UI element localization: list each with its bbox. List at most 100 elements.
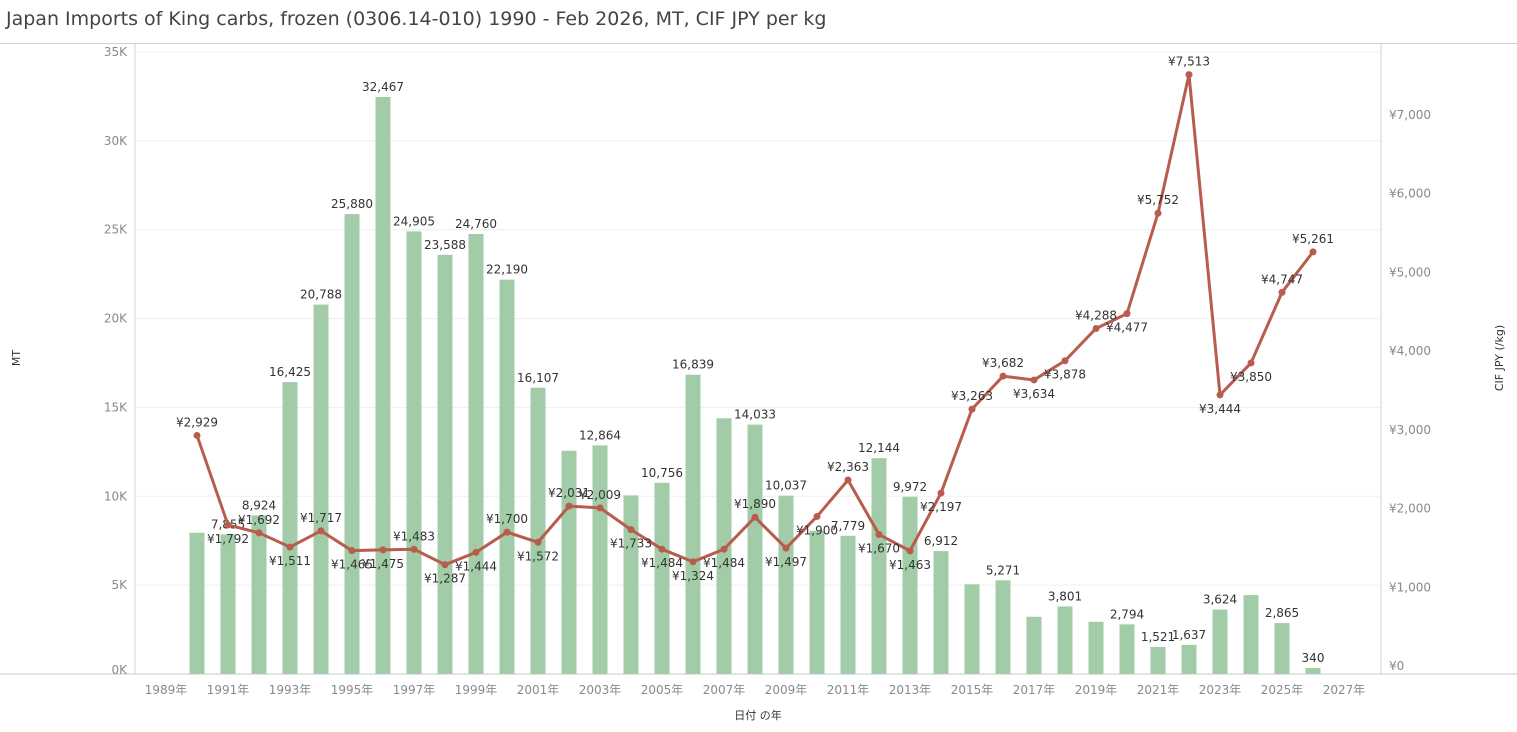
price-value-label: ¥4,477 <box>1106 321 1148 335</box>
price-value-label: ¥1,733 <box>610 537 652 551</box>
price-point-1998 <box>441 561 449 569</box>
bar-value-label: 16,107 <box>517 371 559 385</box>
bar-value-label: 32,467 <box>362 80 404 94</box>
price-point-2005 <box>658 545 666 553</box>
x-tick-label: 1999年 <box>455 683 498 697</box>
price-point-2019 <box>1092 324 1100 332</box>
bar-value-label: 9,972 <box>893 480 927 494</box>
title-divider <box>0 43 1517 44</box>
price-value-label: ¥4,288 <box>1075 308 1117 322</box>
y-tick-label: 20K <box>104 312 128 326</box>
price-value-label: ¥1,484 <box>641 556 683 570</box>
bar-2003 <box>592 445 608 674</box>
price-value-label: ¥1,572 <box>517 549 559 563</box>
y2-tick-label: ¥1,000 <box>1389 580 1431 594</box>
bar-2013 <box>902 496 918 674</box>
price-point-1997 <box>410 545 418 553</box>
y-tick-label: 10K <box>104 489 128 503</box>
price-value-label: ¥1,287 <box>424 572 466 586</box>
bar-1998 <box>437 254 453 674</box>
y2-tick-label: ¥3,000 <box>1389 423 1431 437</box>
bar-value-label: 10,037 <box>765 479 807 493</box>
bar-2021 <box>1150 646 1166 674</box>
bar-value-label: 25,880 <box>331 197 373 211</box>
price-point-1991 <box>224 521 232 529</box>
price-value-label: ¥1,511 <box>269 554 311 568</box>
price-value-label: ¥3,444 <box>1199 402 1241 416</box>
bar-2008 <box>747 424 763 674</box>
price-point-2023 <box>1216 391 1224 399</box>
price-point-2004 <box>627 526 635 534</box>
x-tick-label: 2025年 <box>1261 683 1304 697</box>
price-point-1993 <box>286 543 294 551</box>
price-point-2021 <box>1154 209 1162 217</box>
bar-2004 <box>623 495 639 674</box>
x-tick-label: 2015年 <box>951 683 994 697</box>
x-tick-label: 1997年 <box>393 683 436 697</box>
bar-1992 <box>251 515 267 674</box>
price-point-2007 <box>720 545 728 553</box>
x-tick-label: 2019年 <box>1075 683 1118 697</box>
y2-tick-label: ¥7,000 <box>1389 108 1431 122</box>
bar-2020 <box>1119 624 1135 674</box>
y2-tick-label: ¥2,000 <box>1389 502 1431 516</box>
price-value-label: ¥1,463 <box>889 558 931 572</box>
bar-value-label: 12,144 <box>858 441 900 455</box>
price-value-label: ¥1,700 <box>486 512 528 526</box>
price-point-2009 <box>782 544 790 552</box>
price-point-1999 <box>472 548 480 556</box>
price-point-2020 <box>1123 310 1131 318</box>
price-point-2022 <box>1185 71 1193 79</box>
price-value-label: ¥1,717 <box>300 511 342 525</box>
price-point-2024 <box>1247 359 1255 367</box>
x-tick-label: 2013年 <box>889 683 932 697</box>
price-value-label: ¥5,752 <box>1137 193 1179 207</box>
y2-tick-label: ¥4,000 <box>1389 344 1431 358</box>
price-value-label: ¥2,929 <box>176 415 218 429</box>
bar-value-label: 6,912 <box>924 534 958 548</box>
bar-value-label: 3,624 <box>1203 593 1237 607</box>
bar-1994 <box>313 304 329 674</box>
y2-tick-label: ¥6,000 <box>1389 187 1431 201</box>
price-value-label: ¥1,692 <box>238 513 280 527</box>
price-point-1992 <box>255 529 263 537</box>
price-point-1996 <box>379 546 387 554</box>
bar-2018 <box>1057 606 1073 674</box>
x-tick-label: 2021年 <box>1137 683 1180 697</box>
price-value-label: ¥5,261 <box>1292 232 1334 246</box>
x-tick-label: 2017年 <box>1013 683 1056 697</box>
bar-1999 <box>468 233 484 674</box>
x-tick-label: 2001年 <box>517 683 560 697</box>
y-tick-label: 30K <box>104 134 128 148</box>
price-value-label: ¥3,263 <box>951 389 993 403</box>
bar-value-label: 23,588 <box>424 238 466 252</box>
price-value-label: ¥1,670 <box>858 542 900 556</box>
bar-value-label: 7,779 <box>831 519 865 533</box>
price-value-label: ¥1,324 <box>672 569 714 583</box>
bar-2010 <box>809 530 825 674</box>
price-point-2003 <box>596 504 604 512</box>
bar-value-label: 20,788 <box>300 288 342 302</box>
price-point-1994 <box>317 527 325 535</box>
bar-1993 <box>282 382 298 674</box>
x-tick-label: 2027年 <box>1323 683 1366 697</box>
y2-tick-label: ¥5,000 <box>1389 265 1431 279</box>
price-point-2006 <box>689 558 697 566</box>
bar-2025 <box>1274 623 1290 674</box>
x-tick-label: 2009年 <box>765 683 808 697</box>
bar-value-label: 16,839 <box>672 358 714 372</box>
price-value-label: ¥1,484 <box>703 556 745 570</box>
price-point-2001 <box>534 538 542 546</box>
bar-value-label: 24,760 <box>455 217 497 231</box>
y-tick-label: 0K <box>111 663 128 677</box>
y2-tick-label: ¥0 <box>1389 659 1404 673</box>
y-tick-label: 35K <box>104 45 128 59</box>
price-point-2026 <box>1309 248 1317 256</box>
bar-2005 <box>654 482 670 674</box>
price-value-label: ¥1,475 <box>362 557 404 571</box>
price-value-label: ¥1,890 <box>734 497 776 511</box>
bar-2015 <box>964 584 980 674</box>
price-point-1990 <box>193 431 201 439</box>
x-tick-label: 1991年 <box>207 683 250 697</box>
